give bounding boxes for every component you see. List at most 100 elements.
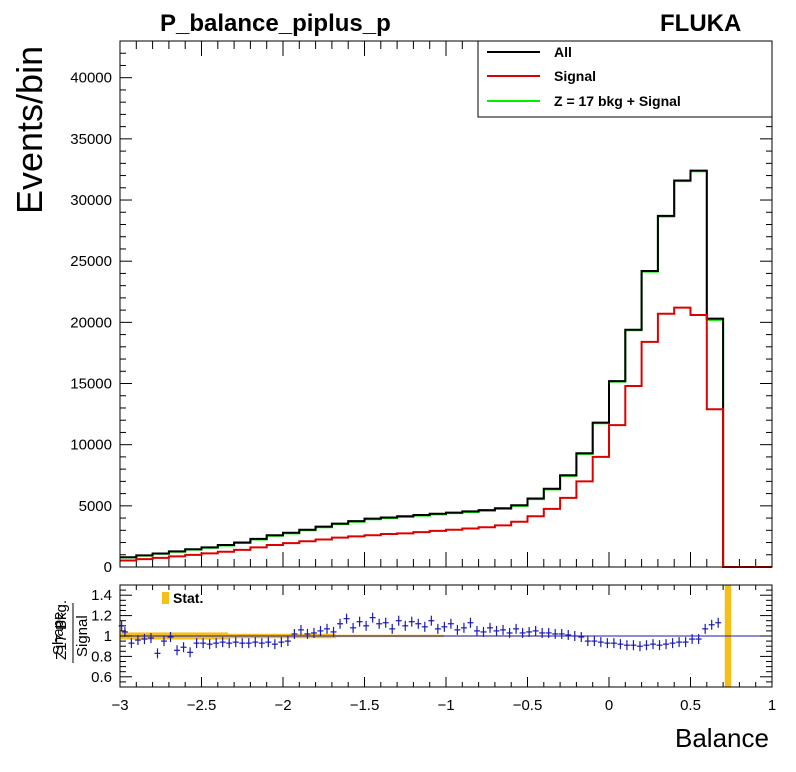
ratio-point	[141, 634, 148, 645]
ratio-point	[343, 613, 350, 624]
legend-box	[477, 40, 773, 118]
ratio-point	[617, 639, 624, 650]
ratio-point	[480, 626, 487, 637]
x-tick-label: 1	[768, 697, 776, 714]
ratio-point	[317, 625, 324, 636]
ratio-point	[376, 618, 383, 629]
ratio-point	[578, 632, 585, 643]
ratio-point	[304, 628, 311, 639]
ratio-point	[441, 621, 448, 632]
hist-all	[120, 169, 772, 568]
ratio-point	[460, 622, 467, 633]
ratio-point	[161, 636, 168, 647]
ratio-point	[610, 638, 617, 649]
ratio-point	[552, 628, 559, 639]
ratio-point	[513, 623, 520, 634]
y-tick-label: 0	[104, 559, 112, 576]
hist-signal	[120, 306, 772, 568]
ratio-plot-frame	[119, 584, 773, 688]
legend: All Signal Z = 17 bkg + Signal	[477, 40, 773, 118]
ratio-point	[506, 627, 513, 638]
ratio-point	[545, 627, 552, 638]
generator-label: FLUKA	[660, 10, 741, 37]
x-tick-label: −1	[437, 697, 454, 714]
ratio-point	[558, 628, 565, 639]
ratio-point	[213, 638, 220, 649]
x-tick-label: 0	[605, 697, 613, 714]
ratio-point	[623, 640, 630, 651]
y-tick-label: 30000	[70, 192, 112, 209]
ratio-point	[708, 619, 715, 630]
ratio-point	[219, 637, 226, 648]
y-axis-label: Events/bin	[9, 46, 50, 214]
ratio-point	[310, 627, 317, 638]
ratio-point	[297, 624, 304, 635]
ratio-point	[526, 626, 533, 637]
ratio-point	[584, 636, 591, 647]
ratio-point	[630, 640, 637, 651]
ratio-point	[239, 638, 246, 649]
ratio-point	[428, 615, 435, 626]
ratio-y-tick-label: 1.4	[91, 587, 112, 604]
ratio-point	[663, 639, 670, 650]
ratio-point	[206, 639, 213, 650]
ratio-point	[415, 618, 422, 629]
main-plot-frame	[119, 40, 773, 568]
y-tick-label: 15000	[70, 376, 112, 393]
x-tick-label: −0.5	[513, 697, 543, 714]
ratio-point	[324, 623, 331, 634]
y-tick-label: 10000	[70, 437, 112, 454]
ratio-point	[493, 625, 500, 636]
legend-label-z17: Z = 17 bkg + Signal	[554, 93, 681, 109]
ratio-point	[180, 642, 187, 653]
ratio-point	[715, 617, 722, 628]
ratio-point	[363, 620, 370, 631]
ratio-point	[702, 623, 709, 634]
x-tick-label: 0.5	[680, 697, 701, 714]
ratio-point	[434, 623, 441, 634]
ratio-point	[643, 640, 650, 651]
ratio-point	[265, 637, 272, 648]
y-tick-label: 35000	[70, 131, 112, 148]
ratio-point	[154, 648, 161, 659]
ratio-point	[591, 636, 598, 647]
chart-title: P_balance_piplus_p	[160, 10, 391, 37]
ratio-point	[636, 641, 643, 652]
ratio-point	[226, 638, 233, 649]
y-tick-label: 20000	[70, 314, 112, 331]
ratio-point	[597, 637, 604, 648]
legend-label-all: All	[554, 44, 572, 60]
ratio-point	[454, 624, 461, 635]
ratio-point	[128, 638, 135, 649]
ratio-point	[337, 618, 344, 629]
x-ticks: −3 −2.5 −2 −1.5 −1 −0.5 0 0.5 1	[111, 697, 776, 714]
ratio-point	[134, 635, 141, 646]
ratio-point	[382, 617, 389, 628]
ratio-point	[447, 618, 454, 629]
ratio-point	[682, 637, 689, 648]
ratio-y-label: Shape	[50, 612, 67, 655]
y-tick-label: 25000	[70, 253, 112, 270]
ratio-y-label-prefix: Shape	[50, 612, 67, 655]
ratio-point	[656, 640, 663, 651]
ratio-point	[421, 621, 428, 632]
ratio-point	[676, 637, 683, 648]
ratio-point	[200, 638, 207, 649]
x-tick-label: −3	[111, 697, 128, 714]
ratio-point	[402, 620, 409, 631]
x-tick-label: −2.5	[187, 697, 217, 714]
legend-label-signal: Signal	[554, 68, 596, 84]
ratio-point	[356, 616, 363, 627]
ratio-point	[271, 639, 278, 650]
x-axis-label: Balance	[675, 723, 769, 753]
ratio-point	[519, 627, 526, 638]
ratio-y-tick-label: 1.2	[91, 608, 112, 625]
ratio-point	[604, 638, 611, 649]
y-tick-label: 5000	[79, 498, 112, 515]
ratio-point	[330, 626, 337, 637]
legend-swatch-stat	[162, 592, 169, 604]
ratio-point	[278, 637, 285, 648]
ratio-point	[669, 638, 676, 649]
ratio-y-label-numerator: Z17 Bkg.	[53, 600, 70, 660]
ratio-y-tick-label: 0.6	[91, 669, 112, 686]
